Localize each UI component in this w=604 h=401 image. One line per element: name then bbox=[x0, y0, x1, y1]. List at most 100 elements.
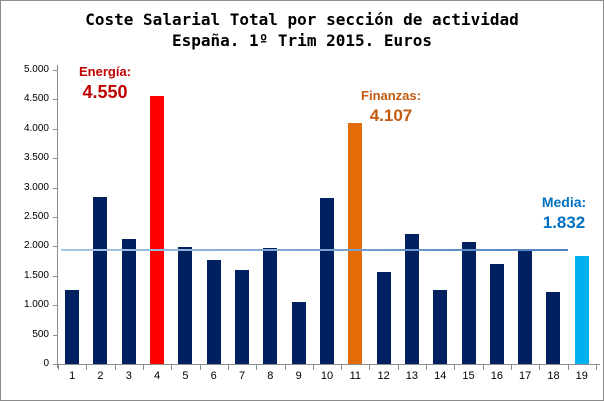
x-tick-label-15: 15 bbox=[462, 370, 475, 382]
bar-8 bbox=[263, 248, 278, 364]
y-tick-label-0: 0 bbox=[43, 358, 49, 369]
x-tick bbox=[398, 365, 399, 370]
y-tick bbox=[53, 217, 58, 218]
y-tick-label-5.000: 5.000 bbox=[23, 64, 49, 75]
bar-14 bbox=[433, 290, 448, 364]
y-tick-label-2.500: 2.500 bbox=[23, 211, 49, 222]
bar-3 bbox=[121, 239, 136, 364]
y-tick bbox=[53, 305, 58, 306]
x-tick-label-4: 4 bbox=[154, 370, 161, 382]
bar-slot-10 bbox=[313, 70, 341, 364]
x-tick bbox=[313, 365, 314, 370]
bar-5 bbox=[178, 247, 193, 364]
bar-16 bbox=[489, 264, 504, 364]
bar-slot-14 bbox=[426, 70, 454, 364]
x-tick-label-11: 11 bbox=[349, 370, 361, 382]
x-tick bbox=[143, 365, 144, 370]
x-tick bbox=[426, 365, 427, 370]
bar-slot-9 bbox=[285, 70, 313, 364]
x-tick-label-12: 12 bbox=[377, 370, 390, 382]
annotation-finanzas: Finanzas: 4.107 bbox=[349, 88, 433, 126]
bar-slot-19 bbox=[568, 70, 596, 364]
y-tick bbox=[53, 99, 58, 100]
x-tick-label-2: 2 bbox=[97, 370, 104, 382]
bar-slot-3 bbox=[115, 70, 143, 364]
x-tick bbox=[256, 365, 257, 370]
chart-subtitle: España. 1º Trim 2015. Euros bbox=[171, 31, 433, 50]
annotation-finanzas-value: 4.107 bbox=[369, 106, 413, 125]
bar-slot-17 bbox=[511, 70, 539, 364]
annotation-media-label: Media: bbox=[541, 194, 587, 210]
y-tick bbox=[53, 276, 58, 277]
x-tick-label-3: 3 bbox=[125, 370, 132, 382]
chart-title-block: Coste Salarial Total por sección de acti… bbox=[1, 9, 603, 51]
x-tick-label-19: 19 bbox=[575, 370, 588, 382]
bar-slot-1 bbox=[58, 70, 86, 364]
annotation-media: Media: 1.832 bbox=[526, 195, 602, 233]
chart-title: Coste Salarial Total por sección de acti… bbox=[85, 10, 519, 29]
bar-12 bbox=[376, 272, 391, 364]
x-tick bbox=[483, 365, 484, 370]
y-tick-label-4.500: 4.500 bbox=[23, 93, 49, 104]
bar-15 bbox=[461, 242, 476, 364]
x-tick bbox=[369, 365, 370, 370]
bar-slot-7 bbox=[228, 70, 256, 364]
x-tick bbox=[341, 365, 342, 370]
y-tick-label-500: 500 bbox=[32, 329, 49, 340]
bar-4 bbox=[150, 96, 165, 364]
bar-17 bbox=[518, 250, 533, 364]
bars-plot-area bbox=[58, 70, 596, 364]
bar-slot-4 bbox=[143, 70, 171, 364]
x-tick bbox=[200, 365, 201, 370]
x-tick bbox=[86, 365, 87, 370]
y-tick bbox=[53, 188, 58, 189]
bar-slot-13 bbox=[398, 70, 426, 364]
y-tick-label-1.500: 1.500 bbox=[23, 270, 49, 281]
bar-2 bbox=[93, 197, 108, 364]
x-tick bbox=[511, 365, 512, 370]
y-tick-label-3.500: 3.500 bbox=[23, 152, 49, 163]
x-tick-label-14: 14 bbox=[434, 370, 447, 382]
annotation-energia-value: 4.550 bbox=[82, 82, 128, 102]
bar-10 bbox=[319, 198, 334, 364]
bar-slot-8 bbox=[256, 70, 284, 364]
x-tick bbox=[568, 365, 569, 370]
x-tick-label-5: 5 bbox=[182, 370, 189, 382]
annotation-media-value: 1.832 bbox=[542, 213, 586, 232]
y-tick bbox=[53, 129, 58, 130]
x-tick bbox=[285, 365, 286, 370]
bar-slot-18 bbox=[539, 70, 567, 364]
x-axis-line bbox=[53, 364, 600, 365]
y-tick bbox=[53, 335, 58, 336]
mean-line bbox=[61, 249, 568, 251]
x-tick bbox=[228, 365, 229, 370]
bar-9 bbox=[291, 302, 306, 364]
x-tick-label-17: 17 bbox=[519, 370, 532, 382]
bar-7 bbox=[235, 270, 250, 364]
bar-13 bbox=[404, 234, 419, 364]
y-tick-label-2.000: 2.000 bbox=[23, 240, 49, 251]
x-tick bbox=[58, 365, 59, 370]
x-tick bbox=[171, 365, 172, 370]
x-tick bbox=[115, 365, 116, 370]
x-tick-label-13: 13 bbox=[405, 370, 419, 382]
x-tick-label-18: 18 bbox=[547, 370, 560, 382]
y-tick-label-4.000: 4.000 bbox=[23, 123, 49, 134]
x-tick-label-1: 1 bbox=[69, 370, 76, 382]
annotation-energia-label: Energía: bbox=[78, 64, 131, 79]
bar-slot-12 bbox=[369, 70, 397, 364]
x-tick-label-8: 8 bbox=[267, 370, 274, 382]
y-axis-line bbox=[57, 65, 58, 368]
bar-slot-6 bbox=[200, 70, 228, 364]
x-tick bbox=[596, 365, 597, 370]
bar-19 bbox=[574, 256, 589, 364]
x-tick-label-6: 6 bbox=[210, 370, 217, 382]
y-tick-label-3.000: 3.000 bbox=[23, 182, 49, 193]
annotation-finanzas-label: Finanzas: bbox=[361, 88, 421, 103]
x-tick bbox=[454, 365, 455, 370]
x-tick-label-10: 10 bbox=[320, 370, 334, 382]
bar-slot-11 bbox=[341, 70, 369, 364]
x-tick-label-7: 7 bbox=[238, 370, 246, 382]
y-tick bbox=[53, 158, 58, 159]
